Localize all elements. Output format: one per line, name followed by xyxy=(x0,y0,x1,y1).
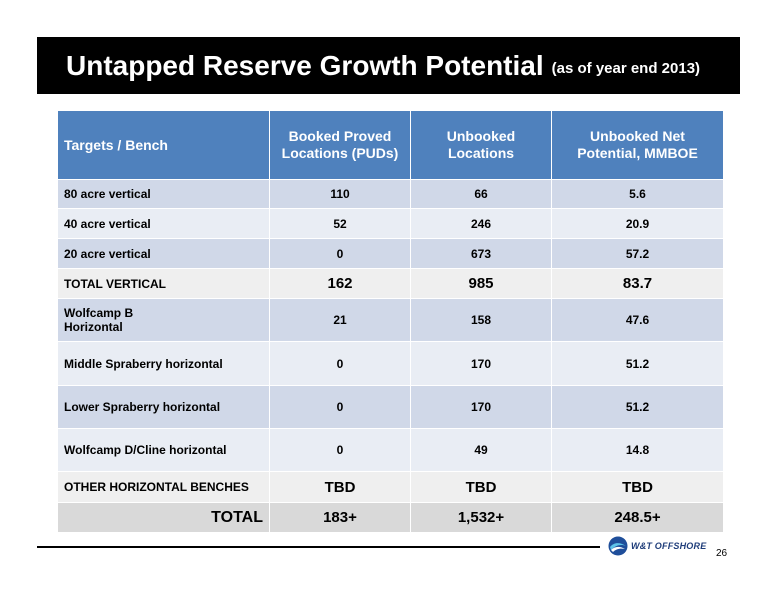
cell-booked: 0 xyxy=(269,385,411,429)
company-logo: W&T OFFSHORE xyxy=(608,536,706,556)
row-label: Middle Spraberry horizontal xyxy=(57,341,270,386)
row-label: TOTAL VERTICAL xyxy=(57,268,270,299)
cell-booked: 0 xyxy=(269,341,411,386)
cell-booked: 0 xyxy=(269,428,411,472)
cell-unbooked: 49 xyxy=(410,428,552,472)
table-row: Wolfcamp B Horizontal 21 158 47.6 xyxy=(57,298,724,342)
row-label: 20 acre vertical xyxy=(57,238,270,269)
row-label-line2: Horizontal xyxy=(64,320,123,334)
wt-offshore-logo-icon xyxy=(608,536,628,556)
cell-potential: 248.5+ xyxy=(551,502,724,533)
table-row: 80 acre vertical 110 66 5.6 xyxy=(57,179,724,209)
table-row-grand-total: TOTAL 183+ 1,532+ 248.5+ xyxy=(57,502,724,533)
cell-booked: 183+ xyxy=(269,502,411,533)
cell-potential: 57.2 xyxy=(551,238,724,269)
footer-divider xyxy=(37,546,600,548)
cell-unbooked: 673 xyxy=(410,238,552,269)
row-label: TOTAL xyxy=(57,502,270,533)
table-row: Lower Spraberry horizontal 0 170 51.2 xyxy=(57,385,724,429)
header-targets: Targets / Bench xyxy=(57,110,270,180)
cell-potential: 47.6 xyxy=(551,298,724,342)
cell-unbooked: 170 xyxy=(410,385,552,429)
table-row: Wolfcamp D/Cline horizontal 0 49 14.8 xyxy=(57,428,724,472)
table-row-other-horizontal: OTHER HORIZONTAL BENCHES TBD TBD TBD xyxy=(57,471,724,503)
page-title: Untapped Reserve Growth Potential xyxy=(66,49,544,81)
cell-potential: 83.7 xyxy=(551,268,724,299)
row-label: 40 acre vertical xyxy=(57,208,270,239)
cell-unbooked: 158 xyxy=(410,298,552,342)
cell-potential: 5.6 xyxy=(551,179,724,209)
table-row-total-vertical: TOTAL VERTICAL 162 985 83.7 xyxy=(57,268,724,299)
row-label: OTHER HORIZONTAL BENCHES xyxy=(57,471,270,503)
page-subtitle: (as of year end 2013) xyxy=(551,60,701,77)
header-booked: Booked Proved Locations (PUDs) xyxy=(269,110,411,180)
cell-booked: 110 xyxy=(269,179,411,209)
header-unbooked: Unbooked Locations xyxy=(410,110,552,180)
cell-potential: 51.2 xyxy=(551,341,724,386)
cell-booked: 21 xyxy=(269,298,411,342)
cell-booked: 162 xyxy=(269,268,411,299)
title-bar: Untapped Reserve Growth Potential (as of… xyxy=(37,37,740,94)
row-label: Wolfcamp B Horizontal xyxy=(57,298,270,342)
page-number: 26 xyxy=(716,548,728,559)
cell-unbooked: 66 xyxy=(410,179,552,209)
cell-booked: TBD xyxy=(269,471,411,503)
cell-booked: 0 xyxy=(269,238,411,269)
cell-potential: 20.9 xyxy=(551,208,724,239)
cell-unbooked: 1,532+ xyxy=(410,502,552,533)
row-label-line1: Wolfcamp B xyxy=(64,306,134,320)
table-header-row: Targets / Bench Booked Proved Locations … xyxy=(57,110,724,180)
table-row: 20 acre vertical 0 673 57.2 xyxy=(57,238,724,269)
cell-unbooked: 170 xyxy=(410,341,552,386)
cell-booked: 52 xyxy=(269,208,411,239)
reserves-table: Targets / Bench Booked Proved Locations … xyxy=(57,110,724,533)
table-row: Middle Spraberry horizontal 0 170 51.2 xyxy=(57,341,724,386)
cell-potential: 51.2 xyxy=(551,385,724,429)
cell-unbooked: 246 xyxy=(410,208,552,239)
row-label: Wolfcamp D/Cline horizontal xyxy=(57,428,270,472)
cell-unbooked: TBD xyxy=(410,471,552,503)
header-potential: Unbooked Net Potential, MMBOE xyxy=(551,110,724,180)
cell-potential: TBD xyxy=(551,471,724,503)
row-label: 80 acre vertical xyxy=(57,179,270,209)
table-row: 40 acre vertical 52 246 20.9 xyxy=(57,208,724,239)
cell-potential: 14.8 xyxy=(551,428,724,472)
cell-unbooked: 985 xyxy=(410,268,552,299)
row-label: Lower Spraberry horizontal xyxy=(57,385,270,429)
logo-wordmark: W&T OFFSHORE xyxy=(631,541,707,551)
